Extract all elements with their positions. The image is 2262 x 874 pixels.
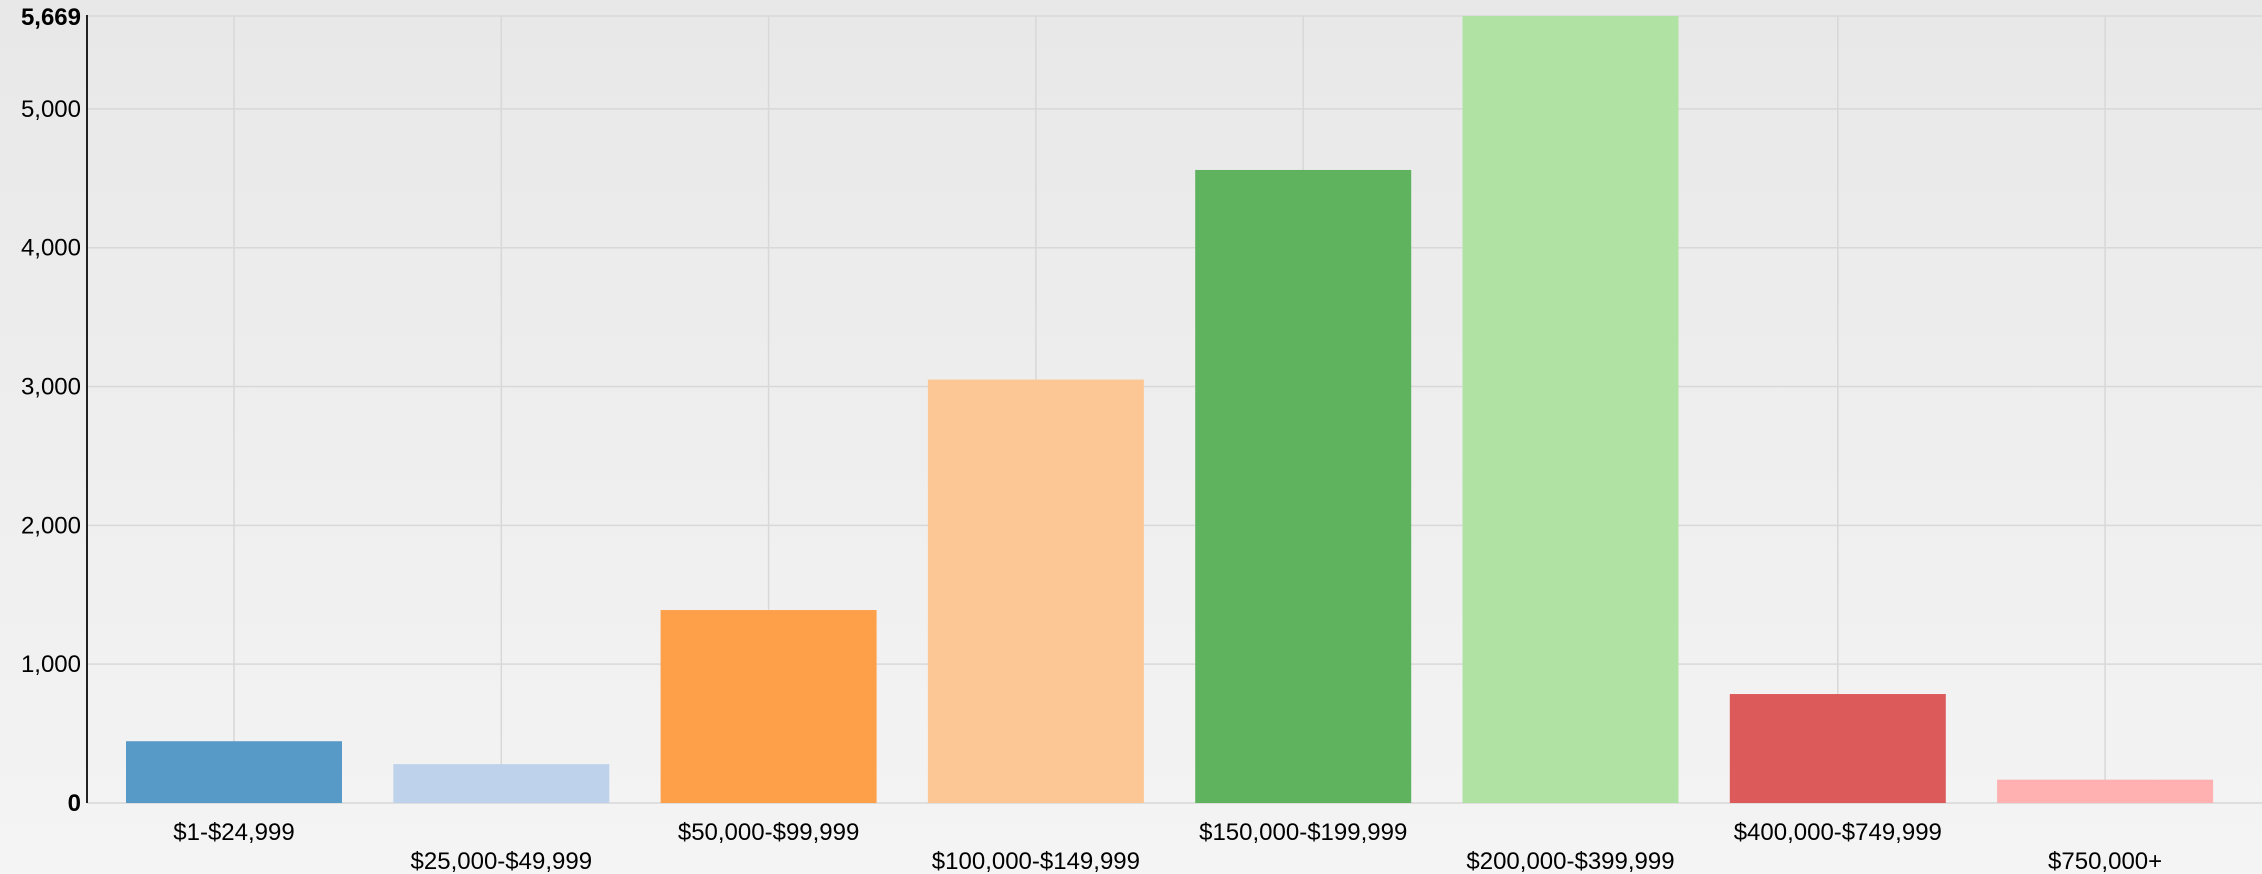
y-tick-label: 5,000	[21, 96, 81, 123]
y-tick-label: 5,669	[21, 4, 81, 31]
x-tick-label: $150,000-$199,999	[1199, 819, 1407, 846]
y-tick-label: 3,000	[21, 374, 81, 401]
grid-lines	[87, 15, 2262, 804]
bar[interactable]	[1462, 16, 1679, 803]
y-tick-label: 0	[68, 790, 81, 817]
y-tick-label: 1,000	[21, 651, 81, 678]
y-axis-ticks: 0 1,000 2,000 3,000 4,000 5,000 5,669	[21, 4, 81, 817]
y-tick-label: 2,000	[21, 512, 81, 539]
bar[interactable]	[1195, 169, 1412, 803]
x-tick-label: $50,000-$99,999	[678, 819, 860, 846]
bar[interactable]	[393, 764, 610, 803]
x-tick-label: $25,000-$49,999	[411, 848, 593, 874]
bar[interactable]	[927, 379, 1144, 803]
x-tick-label: $100,000-$149,999	[932, 848, 1140, 874]
bars	[126, 16, 2214, 803]
x-tick-label: $750,000+	[2048, 848, 2162, 874]
x-tick-label: $200,000-$399,999	[1466, 848, 1674, 874]
bar[interactable]	[126, 741, 342, 803]
y-tick-label: 4,000	[21, 235, 81, 262]
x-tick-label: $400,000-$749,999	[1734, 819, 1942, 846]
x-axis-ticks: $1-$24,999 $25,000-$49,999 $50,000-$99,999…	[173, 819, 2162, 874]
x-tick-label: $1-$24,999	[173, 819, 294, 846]
bar[interactable]	[1997, 779, 2214, 803]
bar[interactable]	[660, 610, 877, 803]
bar[interactable]	[1729, 694, 1946, 803]
